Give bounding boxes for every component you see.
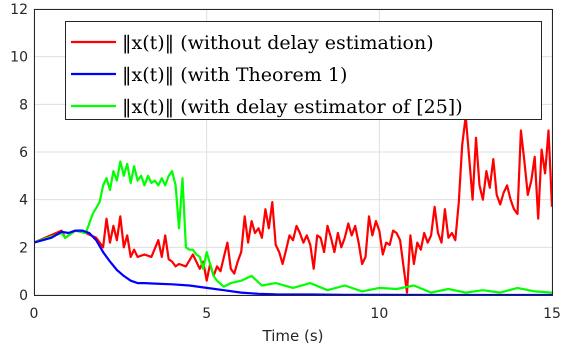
- plot-frame: [34, 9, 553, 296]
- y-tick-label: 6: [19, 145, 28, 161]
- series-line-1: [34, 115, 552, 294]
- legend-label-3: ‖x(t)‖ (with delay estimator of [25]): [122, 96, 463, 118]
- y-tick-label: 12: [10, 2, 28, 18]
- x-tick-label: 15: [543, 306, 561, 322]
- y-tick-label: 2: [19, 240, 28, 256]
- series-line-2: [34, 229, 552, 295]
- legend: ‖x(t)‖ (without delay estimation) ‖x(t)‖ …: [65, 21, 542, 120]
- series-lines: [34, 115, 552, 295]
- legend-label-2: ‖x(t)‖ (with Theorem 1): [122, 64, 347, 86]
- y-tick-label: 4: [19, 193, 28, 209]
- y-tick-label: 10: [10, 50, 28, 66]
- y-tick-label: 0: [19, 288, 28, 304]
- x-tick-label: 10: [370, 306, 388, 322]
- x-axis-label: Time (s): [262, 327, 324, 345]
- legend-label-1: ‖x(t)‖ (without delay estimation): [122, 32, 434, 54]
- x-tick-label: 5: [202, 306, 211, 322]
- tick-labels: 0 2 4 6 8 10 12 0 5 10 15: [10, 2, 561, 322]
- x-tick-label: 0: [30, 306, 39, 322]
- legend-box: [65, 21, 542, 120]
- y-tick-label: 8: [19, 97, 28, 113]
- series-line-3: [34, 160, 552, 294]
